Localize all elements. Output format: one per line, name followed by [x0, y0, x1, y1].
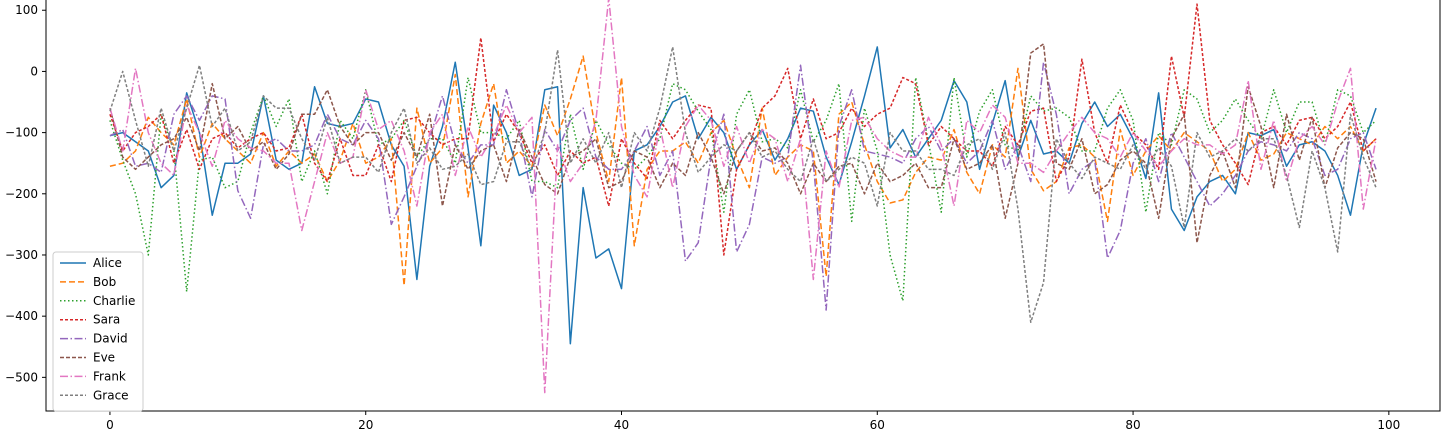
- y-tick-label: −200: [5, 187, 38, 201]
- y-tick-label: −500: [5, 370, 38, 384]
- legend-label-david: David: [93, 332, 128, 346]
- legend-label-alice: Alice: [93, 256, 122, 270]
- series-line-sara: [109, 3, 1377, 256]
- y-tick-label: 0: [30, 64, 38, 78]
- legend: Alice Bob Charlie Sara David Eve Frank Grace: [52, 251, 144, 412]
- axis-layer: 0 20 40 60 80 100 100 0 −100 −200 −300 −400 −500: [5, 3, 1400, 432]
- x-tick-label: 0: [106, 418, 114, 432]
- series-line-charlie: [109, 76, 1377, 302]
- series-line-grace: [109, 46, 1377, 324]
- series-line-bob: [109, 55, 1377, 287]
- legend-label-frank: Frank: [93, 369, 126, 383]
- plot-area: [45, 0, 1441, 412]
- legend-label-eve: Eve: [93, 351, 115, 365]
- y-tick-label: −400: [5, 309, 38, 323]
- series-line-frank: [109, 0, 1377, 394]
- y-tick-label: −100: [5, 126, 38, 140]
- x-tick-label: 80: [1125, 418, 1140, 432]
- legend-label-charlie: Charlie: [93, 294, 135, 308]
- legend-box: [52, 251, 144, 412]
- x-tick-label: 40: [614, 418, 629, 432]
- x-tick-label: 20: [358, 418, 373, 432]
- y-tick-label: 100: [15, 3, 38, 17]
- x-tick-label: 100: [1377, 418, 1400, 432]
- series-layer: [109, 0, 1377, 394]
- legend-label-bob: Bob: [93, 275, 116, 289]
- x-tick-label: 60: [870, 418, 885, 432]
- legend-label-sara: Sara: [93, 313, 120, 327]
- y-tick-label: −300: [5, 248, 38, 262]
- legend-label-grace: Grace: [93, 388, 129, 402]
